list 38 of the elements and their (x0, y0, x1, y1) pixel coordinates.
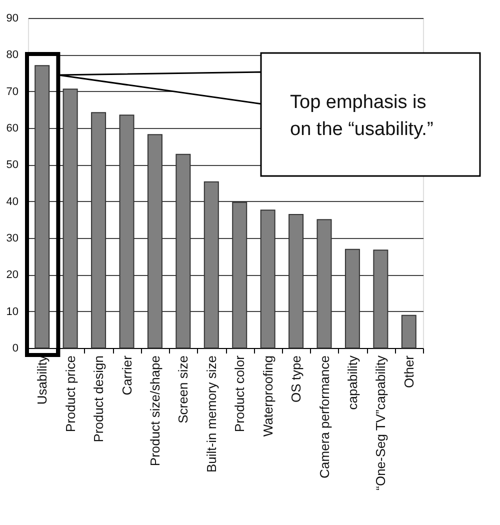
x-tick-label: Other (401, 354, 416, 388)
bar (316, 219, 332, 348)
y-tick-label: 40 (6, 196, 18, 208)
y-tick-label: 0 (12, 342, 18, 354)
bar (147, 134, 162, 348)
x-tick-label: Product color (232, 354, 248, 432)
bar (176, 154, 191, 348)
y-tick-label: 20 (6, 269, 18, 282)
bar (344, 248, 360, 348)
x-tick-label: “One-Seg TV”capability (373, 355, 388, 490)
x-tick-label: Waterproofing (260, 356, 276, 437)
x-tick-label: Product design (91, 356, 106, 442)
bar (62, 88, 78, 348)
bar (91, 112, 106, 348)
x-tick-label: Usability (34, 355, 50, 405)
bar (119, 114, 134, 348)
bar (260, 210, 276, 348)
x-tick-label: Camera performance (316, 356, 332, 478)
y-tick-label: 90 (6, 12, 18, 24)
bar (401, 314, 416, 348)
bar (232, 202, 248, 348)
x-tick-label: Product price (62, 356, 78, 432)
y-tick-label: 70 (6, 86, 18, 98)
y-tick-label: 60 (6, 122, 18, 134)
x-tick-label: Carrier (119, 354, 134, 396)
y-tick-label: 10 (6, 306, 18, 318)
x-tick-label: Product size/shape (147, 356, 162, 466)
bar (204, 181, 219, 348)
x-tick-label: Screen size (176, 356, 191, 424)
annotation: Top emphasis is on the “usability.” (290, 92, 434, 140)
x-tick-label: Built-in memory size (204, 356, 219, 473)
bar (288, 214, 304, 348)
y-tick-label: 30 (6, 232, 18, 244)
x-tick-label: capability (344, 355, 360, 410)
y-tick-label: 80 (6, 49, 18, 62)
bar (373, 250, 388, 348)
x-tick-label: OS type (288, 356, 304, 402)
y-tick-label: 50 (6, 159, 18, 172)
